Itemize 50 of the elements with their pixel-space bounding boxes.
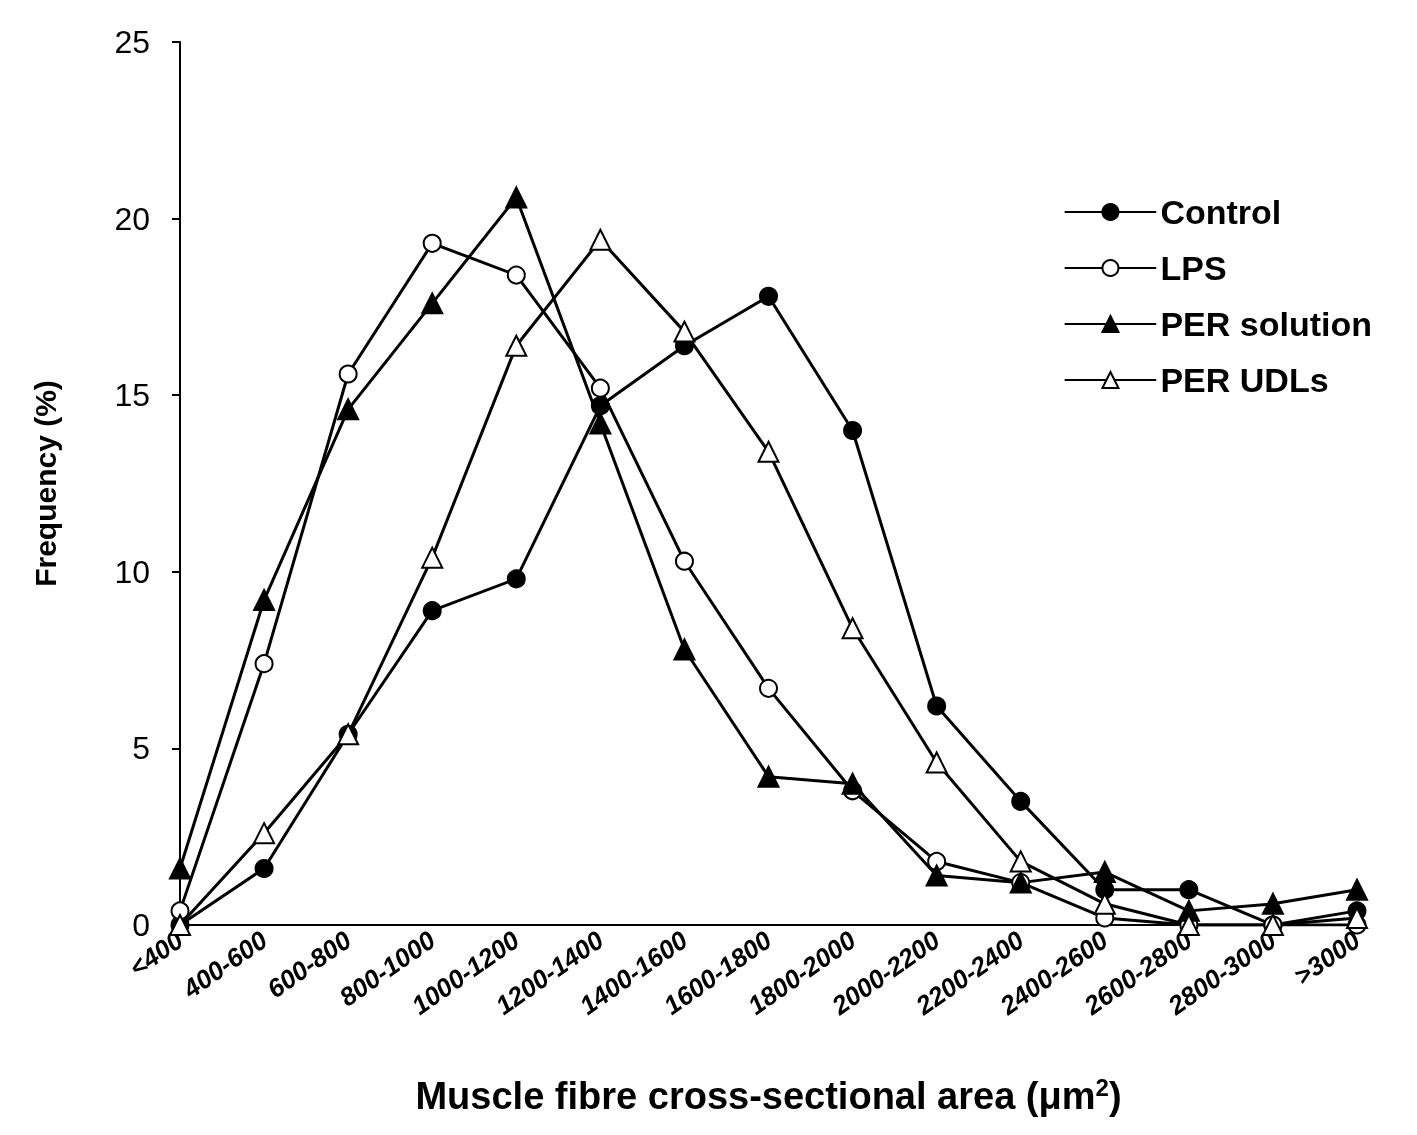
- y-tick-label: 25: [114, 24, 150, 60]
- legend-label: PER solution: [1160, 305, 1373, 343]
- point: [925, 864, 948, 887]
- point: [338, 364, 358, 384]
- point: [927, 696, 947, 716]
- point: [253, 589, 276, 612]
- point: [505, 334, 528, 357]
- point: [589, 412, 612, 435]
- point: [506, 265, 526, 285]
- point: [1009, 850, 1032, 873]
- point: [422, 233, 442, 253]
- point: [589, 228, 612, 251]
- point: [673, 638, 696, 661]
- y-tick-label: 10: [114, 553, 150, 590]
- point: [254, 858, 274, 878]
- y-axis-title: Frequency (%): [28, 380, 62, 587]
- point: [421, 546, 444, 569]
- legend-label: LPS: [1160, 249, 1227, 287]
- point: [422, 601, 442, 621]
- legend-label: Control: [1160, 193, 1282, 231]
- point: [757, 440, 780, 463]
- point: [590, 378, 610, 398]
- point: [170, 901, 190, 921]
- point: [843, 421, 863, 441]
- point: [927, 851, 947, 871]
- point: [506, 569, 526, 589]
- y-tick-label: 20: [114, 200, 150, 237]
- point: [254, 654, 274, 674]
- y-tick-label: 15: [114, 377, 150, 414]
- point: [253, 822, 276, 845]
- point: [1261, 892, 1284, 915]
- point: [590, 396, 610, 416]
- point: [505, 186, 528, 209]
- point: [169, 857, 191, 880]
- point: [1179, 880, 1199, 900]
- point: [421, 292, 444, 315]
- point: [1011, 791, 1031, 811]
- point: [1093, 861, 1116, 884]
- point: [337, 398, 360, 421]
- point: [759, 286, 778, 306]
- y-tick-label: 5: [132, 730, 150, 767]
- point: [925, 751, 948, 774]
- point: [841, 772, 864, 795]
- point: [757, 765, 780, 788]
- point: [1346, 878, 1368, 901]
- point: [841, 617, 864, 640]
- point: [674, 551, 694, 571]
- legend-label: PER UDLs: [1160, 361, 1329, 399]
- point: [759, 678, 778, 698]
- point: [673, 320, 696, 343]
